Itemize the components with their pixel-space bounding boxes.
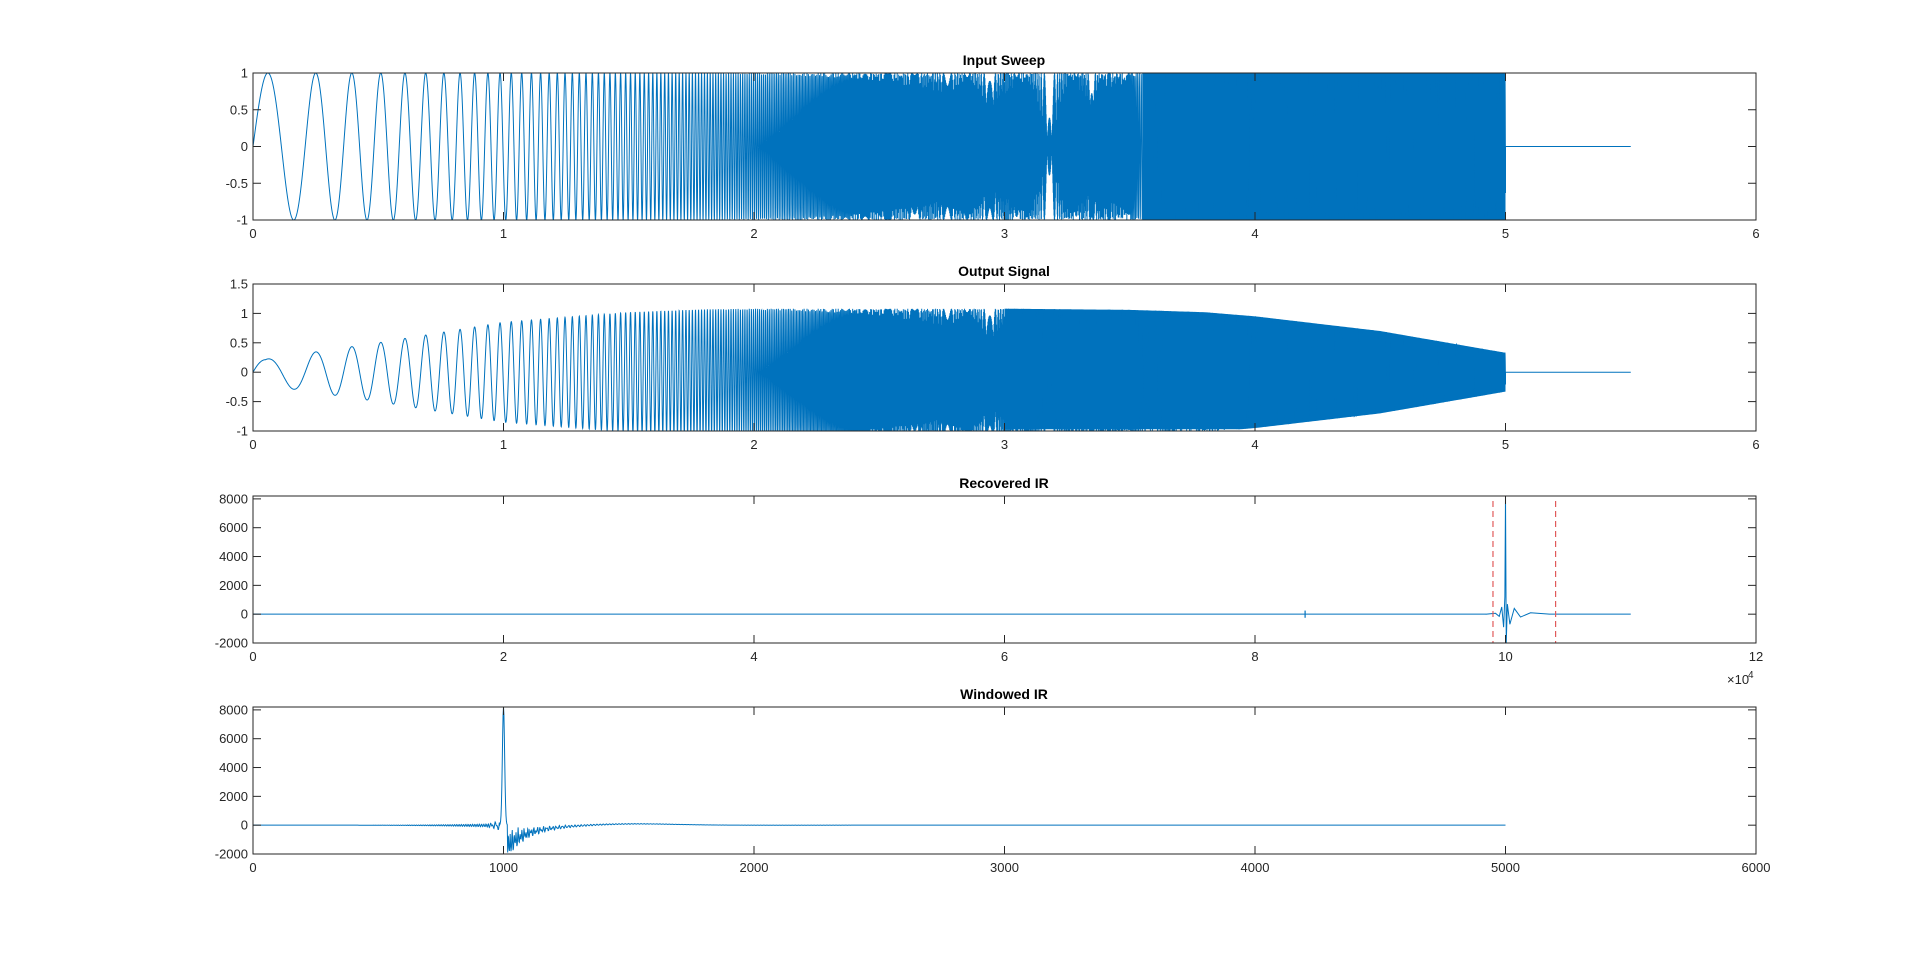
x-tick-label: 12 (1749, 649, 1763, 664)
series-line (253, 308, 1631, 431)
y-tick-label: 2000 (219, 789, 248, 804)
chart-title: Recovered IR (959, 475, 1048, 491)
x-tick-label: 0 (249, 860, 256, 875)
y-tick-label: 1 (241, 306, 248, 321)
y-tick-label: 2000 (219, 578, 248, 593)
y-tick-label: 8000 (219, 491, 248, 506)
x-tick-label: 0 (249, 437, 256, 452)
x-tick-label: 6 (1001, 649, 1008, 664)
x-tick-label: 3000 (990, 860, 1019, 875)
y-tick-label: -0.5 (226, 176, 248, 191)
x-tick-label: 5000 (1491, 860, 1520, 875)
y-tick-label: 0 (241, 365, 248, 380)
x-tick-label: 3 (1001, 226, 1008, 241)
y-tick-label: 4000 (219, 760, 248, 775)
y-tick-label: 4000 (219, 549, 248, 564)
x-tick-label: 2 (500, 649, 507, 664)
x-tick-label: 6 (1752, 226, 1759, 241)
plot-area (253, 308, 1631, 431)
x-tick-label: 6000 (1742, 860, 1771, 875)
x-tick-label: 10 (1498, 649, 1512, 664)
x-tick-label: 0 (249, 226, 256, 241)
y-tick-label: 0.5 (230, 102, 248, 117)
y-tick-label: 8000 (219, 702, 248, 717)
chart-title: Output Signal (958, 263, 1050, 279)
y-tick-label: 1.5 (230, 277, 248, 292)
x-tick-label: 4 (1251, 437, 1258, 452)
axes-input-sweep: Input Sweep 0 1 2 3 4 5 6 -1 -0.5 0 0.5 1 (226, 52, 1760, 241)
plot-area (253, 707, 1506, 853)
x-tick-label: 1000 (489, 860, 518, 875)
y-tick-label: 6000 (219, 731, 248, 746)
x-tick-label: 2000 (740, 860, 769, 875)
x-tick-label: 5 (1502, 226, 1509, 241)
x-tick-label: 4000 (1241, 860, 1270, 875)
x-tick-label: 5 (1502, 437, 1509, 452)
x-tick-label: 1 (500, 437, 507, 452)
chart-title: Windowed IR (960, 686, 1048, 702)
x-tick-label: 2 (750, 437, 757, 452)
series-line (253, 73, 1631, 220)
y-tick-label: -2000 (215, 847, 248, 862)
axes-output-signal: Output Signal 0 1 2 3 4 5 6 -1 -0.5 0 0.5 1 1.5 (226, 263, 1760, 452)
x-tick-label: 2 (750, 226, 757, 241)
y-tick-label: 0.5 (230, 335, 248, 350)
y-tick-label: -2000 (215, 636, 248, 651)
y-tick-label: -1 (236, 424, 248, 439)
y-tick-label: -1 (236, 213, 248, 228)
x-tick-label: 1 (500, 226, 507, 241)
x-tick-label: 6 (1752, 437, 1759, 452)
y-tick-label: 0 (241, 607, 248, 622)
x-exponent-power: 4 (1748, 670, 1754, 681)
x-tick-label: 4 (750, 649, 757, 664)
axes-recovered-ir: Recovered IR ×10 4 0 2 4 6 8 10 12-20000200040… (215, 475, 1763, 687)
plot-area (253, 496, 1631, 643)
x-exponent-base: ×10 (1727, 672, 1749, 687)
x-tick-label: 8 (1251, 649, 1258, 664)
x-tick-label: 4 (1251, 226, 1258, 241)
y-tick-label: 1 (241, 66, 248, 81)
y-tick-label: 0 (241, 139, 248, 154)
y-tick-label: 6000 (219, 520, 248, 535)
series-line (253, 707, 1506, 853)
axes-windowed-ir: Windowed IR 0 1000 2000 3000 4000 5000 6000 -20… (215, 686, 1771, 875)
plot-area (253, 73, 1631, 220)
y-tick-label: 0 (241, 818, 248, 833)
chart-title: Input Sweep (963, 52, 1045, 68)
x-tick-label: 0 (249, 649, 256, 664)
x-tick-label: 3 (1001, 437, 1008, 452)
y-tick-label: -0.5 (226, 394, 248, 409)
